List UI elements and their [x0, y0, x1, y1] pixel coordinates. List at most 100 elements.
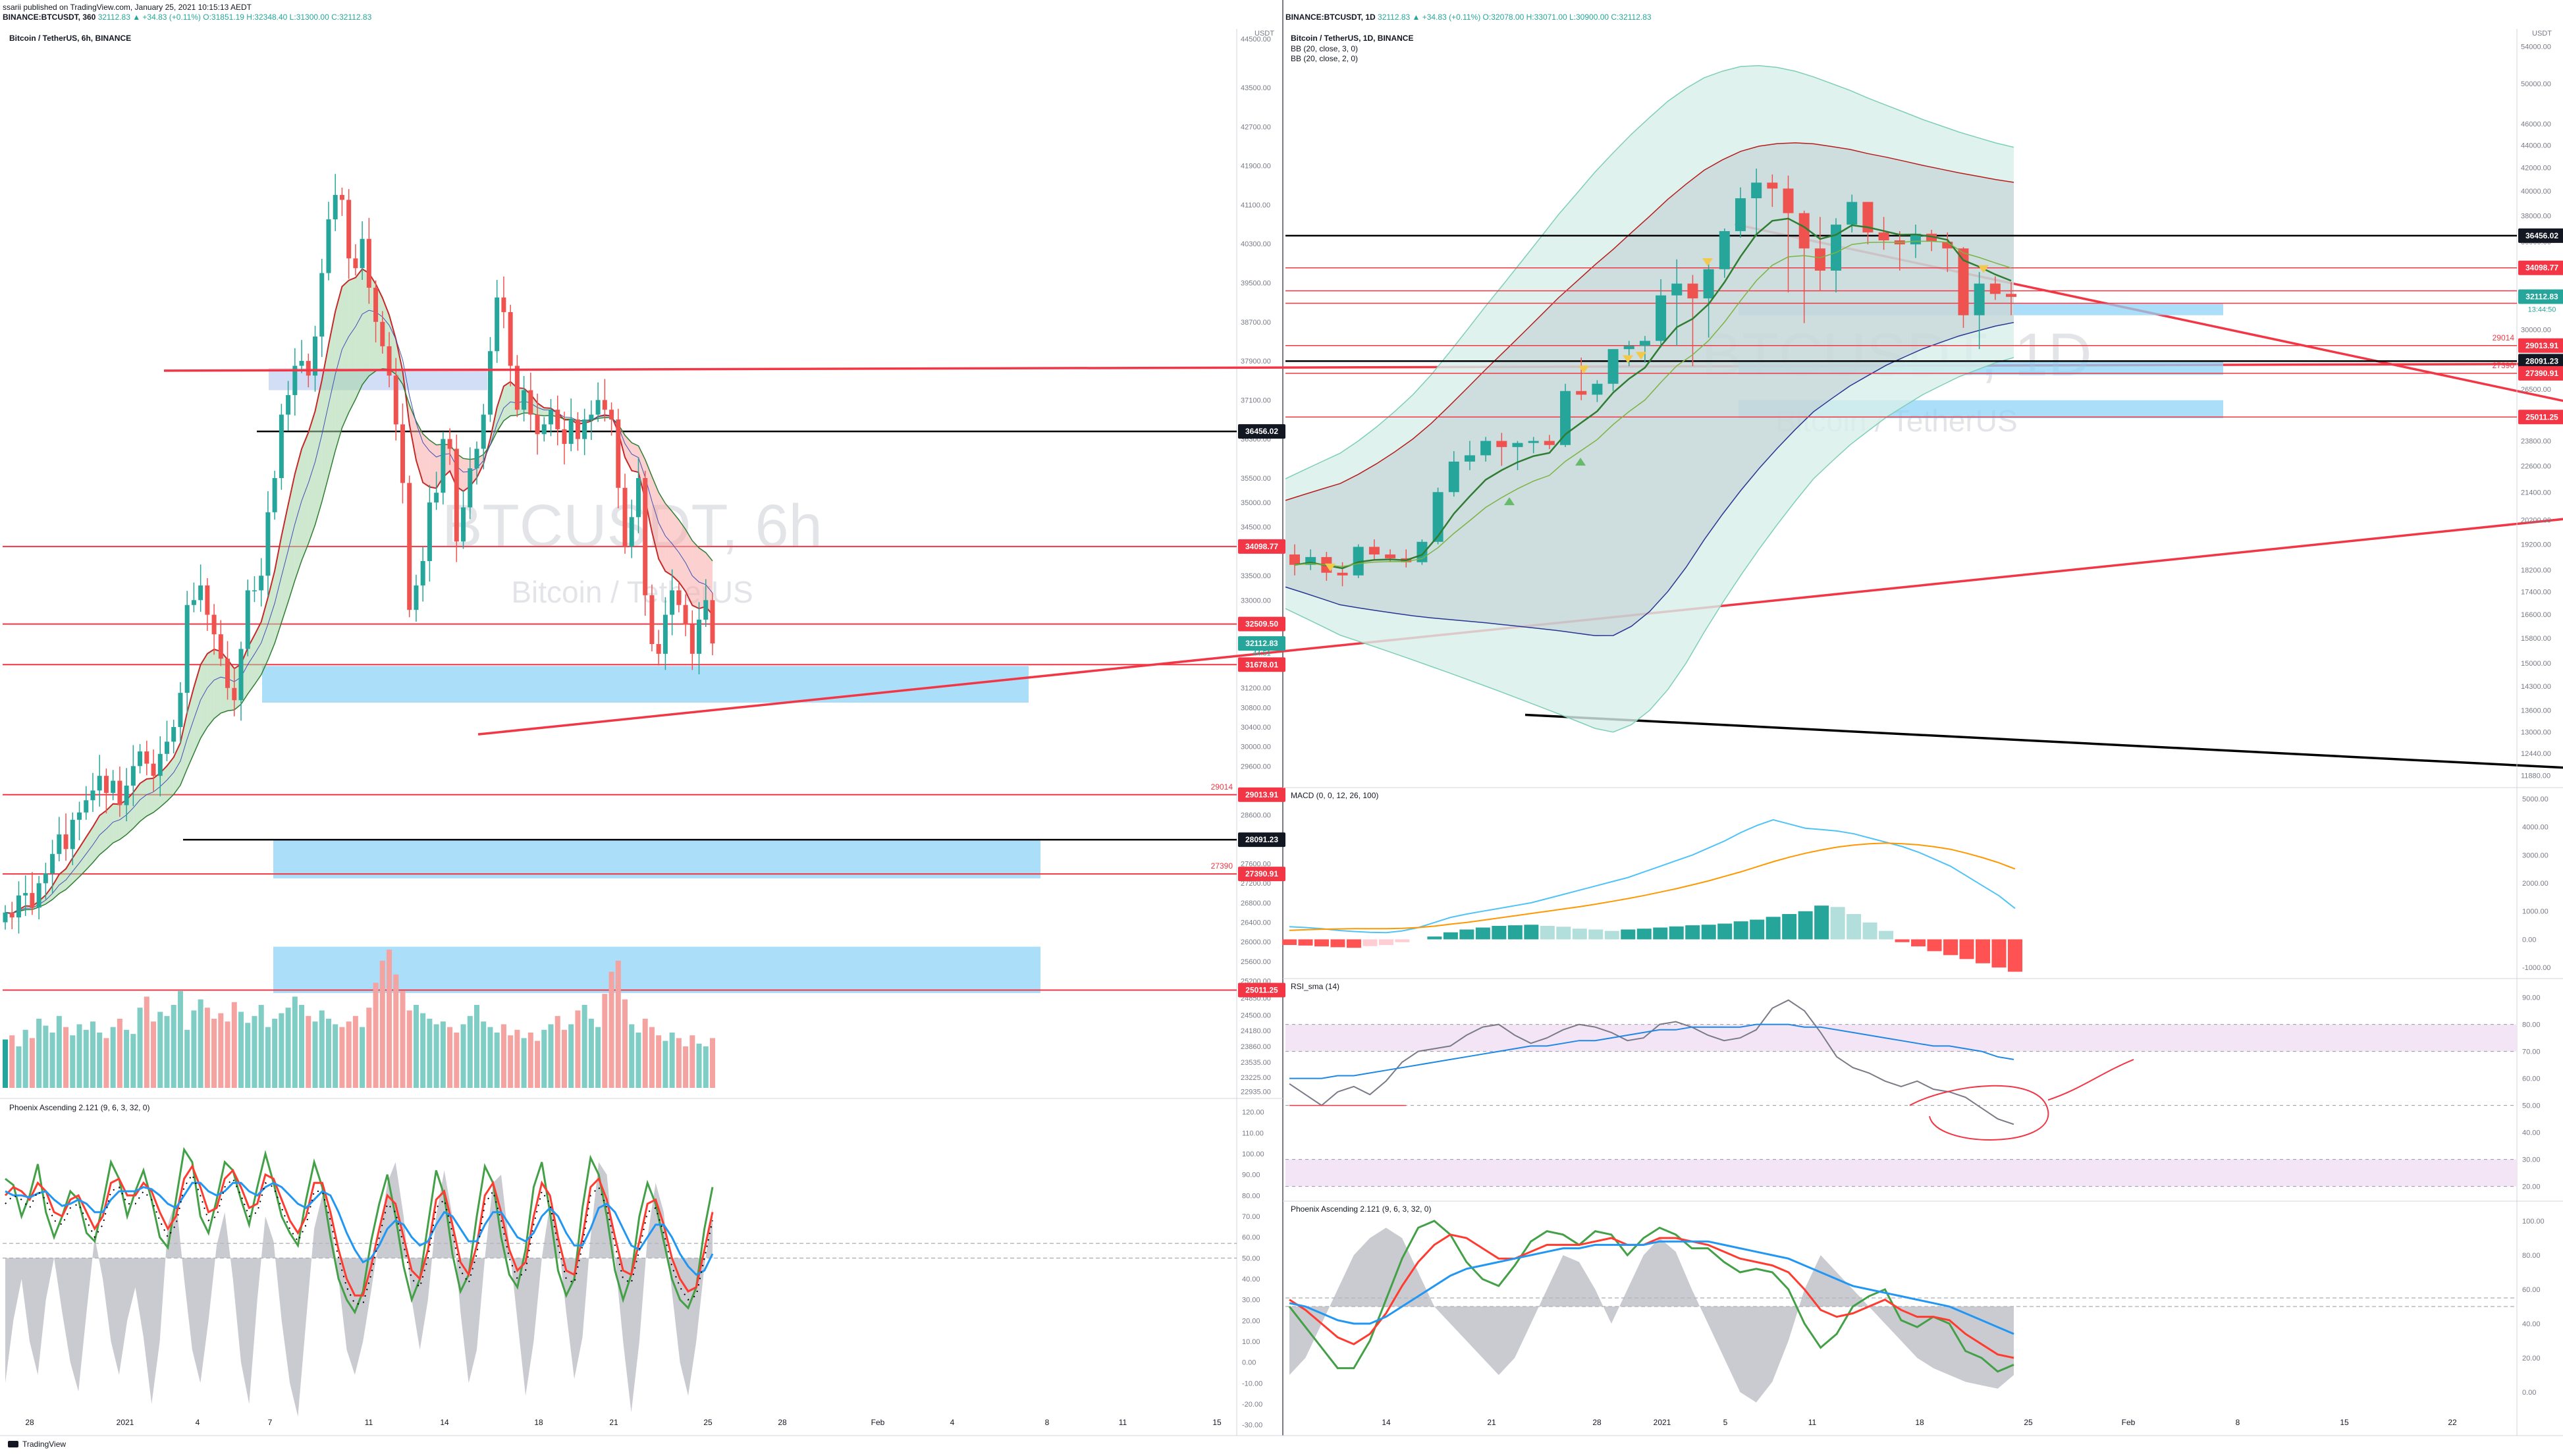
- volume-bar: [393, 974, 399, 1088]
- candle-body: [414, 585, 419, 610]
- macd-hist-bar: [1943, 939, 1958, 956]
- macd-tick: 3000.00: [2522, 851, 2549, 859]
- volume-bar: [279, 1013, 284, 1088]
- volume-bar: [568, 1024, 574, 1088]
- left-x-tick: 21: [609, 1418, 618, 1427]
- candle-body: [373, 287, 379, 322]
- right-x-tick: Feb: [2122, 1418, 2136, 1427]
- left-chart-title: Bitcoin / TetherUS, 6h, BINANCE: [9, 34, 131, 43]
- price-label-text: 31678.01: [1245, 660, 1278, 669]
- left-axis-unit: USDT: [1255, 30, 1274, 38]
- daily-candle-body: [1544, 441, 1555, 445]
- volume-bar: [346, 1021, 352, 1088]
- left-countdown: 44:51: [1253, 649, 1271, 657]
- volume-bar: [400, 991, 406, 1088]
- candle-body: [30, 893, 35, 908]
- candle-body: [427, 502, 432, 561]
- price-label-27390.91: [1238, 867, 1285, 882]
- volume-bar: [629, 1024, 635, 1088]
- volume-bar: [689, 1035, 695, 1088]
- left-x-tick: 7: [268, 1418, 273, 1427]
- rsi-oversold-band: [1285, 1159, 2517, 1187]
- ema-ribbon-segment: [45, 886, 53, 904]
- right-symbol[interactable]: BINANCE:BTCUSDT, 1D: [1285, 13, 1376, 22]
- ema-ribbon-segment: [173, 743, 180, 795]
- macd-hist-bar: [1782, 914, 1797, 940]
- volume-bar: [97, 1033, 103, 1088]
- daily-candle-body: [1432, 492, 1443, 542]
- candle-body: [360, 238, 365, 269]
- candle-body: [164, 741, 169, 754]
- right-x-tick: 8: [2236, 1418, 2240, 1427]
- candle-body: [420, 561, 425, 586]
- bb-legend-item: BB (20, close, 2, 0): [1291, 54, 1358, 63]
- volume-bar: [541, 1029, 547, 1088]
- candle-body: [643, 477, 648, 595]
- volume-bar: [703, 1046, 709, 1088]
- ema-ribbon-segment: [355, 269, 363, 400]
- macd-hist-bar: [2008, 939, 2022, 972]
- volume-bar: [144, 996, 149, 1088]
- price-label-text: 36456.02: [1245, 427, 1278, 436]
- ema-ribbon-segment: [659, 492, 666, 572]
- signal-triangle: [1623, 355, 1633, 364]
- volume-bar: [710, 1038, 715, 1088]
- volume-bar: [481, 1021, 487, 1088]
- ema-ribbon-segment: [429, 440, 437, 489]
- phoenix-left-tick: -10.00: [1242, 1380, 1262, 1388]
- daily-candle-body: [1639, 340, 1650, 346]
- footer-brand[interactable]: TradingView: [22, 1440, 67, 1449]
- ema-ribbon-segment: [207, 649, 215, 727]
- volume-bar: [467, 1015, 473, 1088]
- ema-ribbon-segment: [92, 815, 100, 863]
- candle-body: [434, 493, 439, 503]
- candle-body: [501, 297, 506, 312]
- macd-hist-bar: [1814, 905, 1829, 940]
- macd-hist-bar: [1685, 925, 1700, 940]
- phoenix-left-tick: 70.00: [1242, 1213, 1260, 1221]
- phoenix-right-title: Phoenix Ascending 2.121 (9, 6, 3, 32, 0): [1291, 1204, 1431, 1214]
- price-label-29013.91: [1238, 787, 1285, 802]
- left-symbol[interactable]: BINANCE:BTCUSDT, 360: [3, 13, 96, 22]
- macd-tick: 4000.00: [2522, 824, 2549, 832]
- daily-candle-body: [1878, 232, 1889, 240]
- price-label-text: 32509.50: [1245, 620, 1278, 629]
- right-y-tick: 13600.00: [2521, 707, 2551, 715]
- macd-hist-bar: [1879, 930, 1894, 940]
- signal-triangle: [1575, 457, 1586, 466]
- volume-bar: [413, 1005, 419, 1088]
- bb2-upper-line: [1285, 142, 2014, 501]
- candle-body: [306, 361, 311, 376]
- rsi-title: RSI_sma (14): [1291, 982, 1339, 991]
- candle-body: [77, 812, 82, 820]
- price-label-text: 29013.91: [1245, 790, 1278, 799]
- volume-bar: [333, 1024, 338, 1088]
- phoenix-left-tick: 50.00: [1242, 1254, 1260, 1262]
- left-y-tick: 41100.00: [1241, 202, 1270, 209]
- phoenix-right-tick: 60.00: [2522, 1286, 2541, 1294]
- ema-ribbon-segment: [362, 269, 369, 385]
- right-y-tick: 30000.00: [2521, 326, 2551, 334]
- macd-hist-bar: [1701, 925, 1716, 940]
- volume-bar: [622, 999, 628, 1088]
- ema-ribbon-segment: [705, 553, 713, 615]
- tradingview-logo-icon: [8, 1441, 18, 1447]
- left-y-tick: 30800.00: [1241, 704, 1271, 712]
- left-side-note: 29014: [1211, 782, 1233, 792]
- candle-body: [528, 390, 533, 415]
- daily-ma-fast: [1294, 217, 2012, 570]
- price-label-text: 25011.25: [1245, 985, 1278, 994]
- volume-bar: [535, 1040, 541, 1088]
- candle-body: [144, 751, 149, 764]
- right-y-tick: 42000.00: [2521, 164, 2551, 172]
- volume-bar: [494, 1033, 500, 1088]
- volume-bar: [164, 1015, 170, 1088]
- ema-ribbon-segment: [409, 404, 416, 460]
- volume-bar: [554, 1015, 560, 1088]
- candle-body: [622, 487, 628, 547]
- daily-candle-body: [1687, 283, 1698, 299]
- macd-hist-bar: [1282, 939, 1297, 945]
- daily-candle-body: [1719, 230, 1730, 269]
- candle-body: [319, 273, 325, 337]
